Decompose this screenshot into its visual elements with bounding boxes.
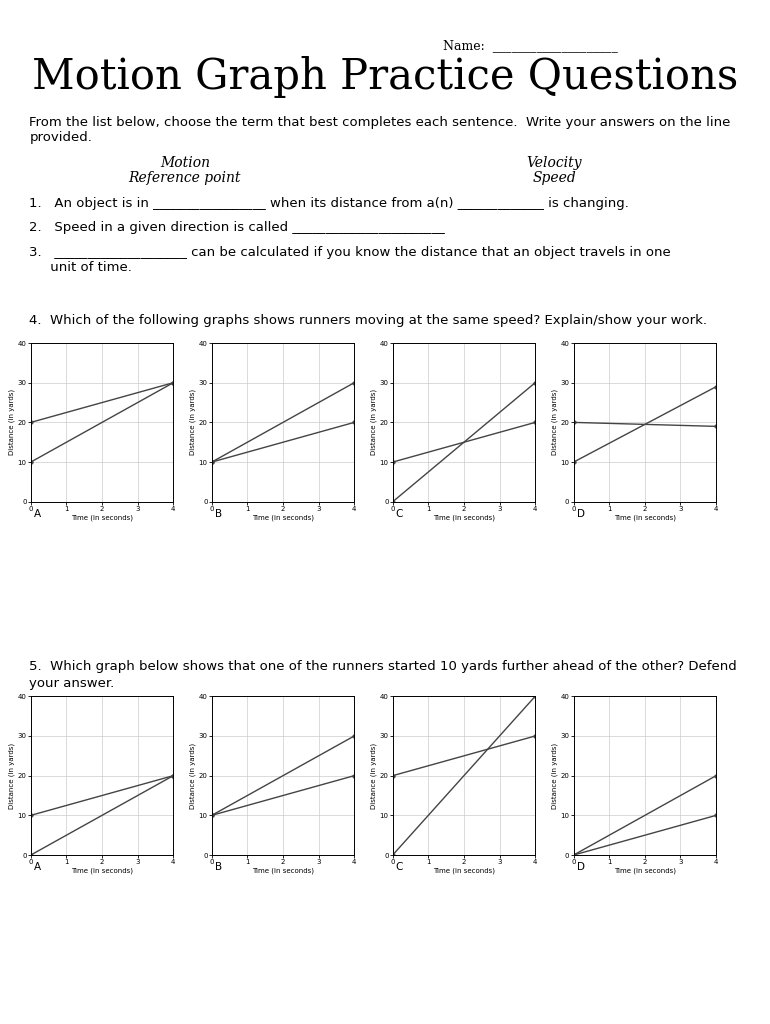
Text: D: D — [577, 862, 584, 872]
Y-axis label: Distance (in yards): Distance (in yards) — [189, 389, 196, 456]
Text: Reference point: Reference point — [129, 171, 241, 185]
Text: 4.  Which of the following graphs shows runners moving at the same speed? Explai: 4. Which of the following graphs shows r… — [29, 314, 708, 328]
Text: provided.: provided. — [29, 131, 92, 144]
Text: Motion: Motion — [160, 156, 209, 170]
Y-axis label: Distance (in yards): Distance (in yards) — [551, 389, 557, 456]
Y-axis label: Distance (in yards): Distance (in yards) — [8, 742, 15, 809]
Y-axis label: Distance (in yards): Distance (in yards) — [189, 742, 196, 809]
X-axis label: Time (in seconds): Time (in seconds) — [71, 515, 133, 521]
X-axis label: Time (in seconds): Time (in seconds) — [433, 515, 495, 521]
Y-axis label: Distance (in yards): Distance (in yards) — [551, 742, 557, 809]
Text: unit of time.: unit of time. — [29, 261, 132, 274]
X-axis label: Time (in seconds): Time (in seconds) — [71, 868, 133, 874]
Text: 5.  Which graph below shows that one of the runners started 10 yards further ahe: 5. Which graph below shows that one of t… — [29, 660, 737, 674]
Text: B: B — [215, 509, 222, 519]
Text: B: B — [215, 862, 222, 872]
X-axis label: Time (in seconds): Time (in seconds) — [614, 515, 676, 521]
Text: C: C — [396, 862, 403, 872]
Text: Motion Graph Practice Questions: Motion Graph Practice Questions — [32, 56, 738, 98]
Text: D: D — [577, 509, 584, 519]
Text: Velocity: Velocity — [527, 156, 582, 170]
Text: A: A — [34, 862, 41, 872]
Text: 3.   ____________________ can be calculated if you know the distance that an obj: 3. ____________________ can be calculate… — [29, 246, 671, 259]
Text: your answer.: your answer. — [29, 677, 115, 690]
Text: Speed: Speed — [533, 171, 576, 185]
Text: C: C — [396, 509, 403, 519]
Text: A: A — [34, 509, 41, 519]
Text: 2.   Speed in a given direction is called _______________________: 2. Speed in a given direction is called … — [29, 221, 445, 234]
Y-axis label: Distance (in yards): Distance (in yards) — [370, 389, 377, 456]
X-axis label: Time (in seconds): Time (in seconds) — [252, 515, 314, 521]
X-axis label: Time (in seconds): Time (in seconds) — [614, 868, 676, 874]
Text: Name:  ____________________: Name: ____________________ — [443, 39, 618, 52]
X-axis label: Time (in seconds): Time (in seconds) — [433, 868, 495, 874]
Y-axis label: Distance (in yards): Distance (in yards) — [8, 389, 15, 456]
X-axis label: Time (in seconds): Time (in seconds) — [252, 868, 314, 874]
Text: 1.   An object is in _________________ when its distance from a(n) _____________: 1. An object is in _________________ whe… — [29, 197, 629, 210]
Text: From the list below, choose the term that best completes each sentence.  Write y: From the list below, choose the term tha… — [29, 116, 731, 129]
Y-axis label: Distance (in yards): Distance (in yards) — [370, 742, 377, 809]
